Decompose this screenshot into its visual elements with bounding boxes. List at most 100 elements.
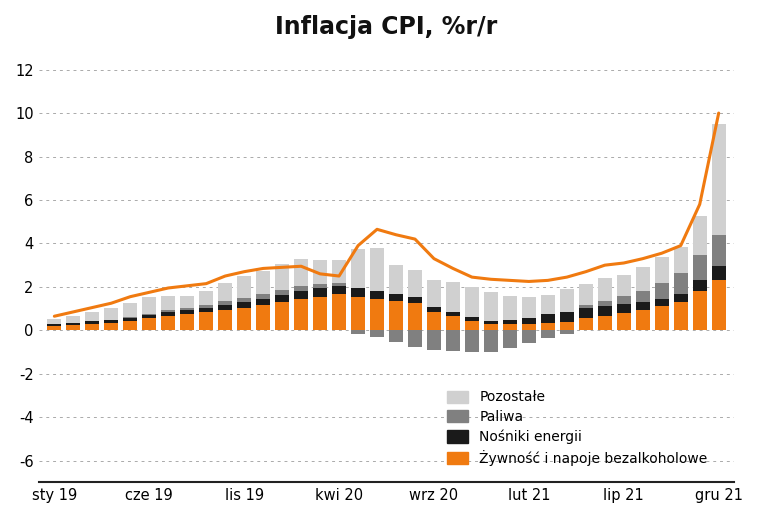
- Bar: [389, 265, 403, 294]
- Bar: [503, 324, 517, 330]
- Bar: [408, 330, 422, 347]
- Bar: [597, 316, 612, 330]
- Bar: [351, 249, 365, 289]
- Bar: [578, 306, 593, 308]
- Bar: [578, 308, 593, 319]
- Bar: [559, 289, 574, 312]
- Bar: [47, 320, 62, 324]
- Legend: Pozostałe, Paliwa, Nośniki energii, Żywność i napoje bezalkoholowe: Pozostałe, Paliwa, Nośniki energii, Żywn…: [442, 385, 713, 471]
- Bar: [294, 299, 309, 330]
- Bar: [616, 313, 631, 330]
- Bar: [484, 292, 498, 321]
- Bar: [711, 266, 726, 280]
- Bar: [370, 248, 384, 291]
- Bar: [142, 319, 157, 330]
- Bar: [541, 295, 555, 314]
- Bar: [66, 316, 81, 323]
- Bar: [635, 310, 650, 330]
- Bar: [578, 319, 593, 330]
- Bar: [654, 283, 669, 299]
- Bar: [692, 255, 707, 280]
- Bar: [123, 321, 138, 330]
- Bar: [66, 325, 81, 330]
- Bar: [559, 322, 574, 330]
- Bar: [522, 297, 536, 318]
- Bar: [313, 288, 328, 297]
- Bar: [465, 321, 479, 330]
- Bar: [503, 320, 517, 324]
- Bar: [47, 326, 62, 330]
- Bar: [237, 308, 252, 330]
- Bar: [199, 305, 214, 308]
- Bar: [161, 316, 176, 330]
- Bar: [351, 297, 365, 330]
- Bar: [559, 330, 574, 334]
- Bar: [616, 275, 631, 296]
- Bar: [142, 315, 157, 319]
- Bar: [597, 306, 612, 316]
- Bar: [161, 296, 176, 310]
- Bar: [522, 318, 536, 324]
- Bar: [294, 259, 309, 286]
- Bar: [237, 298, 252, 302]
- Bar: [370, 330, 384, 337]
- Bar: [673, 294, 688, 302]
- Bar: [294, 291, 309, 299]
- Bar: [503, 330, 517, 348]
- Bar: [161, 312, 176, 316]
- Bar: [522, 330, 536, 343]
- Bar: [408, 270, 422, 297]
- Bar: [275, 302, 290, 330]
- Bar: [332, 286, 347, 295]
- Bar: [104, 323, 119, 330]
- Bar: [635, 291, 650, 302]
- Bar: [199, 291, 214, 305]
- Bar: [522, 324, 536, 330]
- Bar: [85, 312, 100, 321]
- Bar: [351, 289, 365, 297]
- Bar: [503, 296, 517, 320]
- Bar: [484, 324, 498, 330]
- Bar: [389, 301, 403, 330]
- Bar: [332, 260, 347, 282]
- Bar: [427, 307, 441, 312]
- Bar: [692, 291, 707, 330]
- Bar: [313, 260, 328, 284]
- Bar: [616, 296, 631, 304]
- Bar: [313, 284, 328, 288]
- Bar: [237, 302, 252, 308]
- Bar: [237, 276, 252, 298]
- Bar: [275, 291, 290, 295]
- Bar: [597, 301, 612, 306]
- Bar: [389, 294, 403, 301]
- Bar: [218, 305, 233, 310]
- Bar: [275, 295, 290, 302]
- Bar: [578, 284, 593, 306]
- Bar: [541, 323, 555, 330]
- Bar: [47, 324, 62, 326]
- Bar: [218, 301, 233, 305]
- Bar: [408, 303, 422, 330]
- Bar: [142, 297, 157, 313]
- Bar: [370, 299, 384, 330]
- Bar: [199, 312, 214, 330]
- Bar: [427, 330, 441, 350]
- Bar: [446, 282, 460, 312]
- Bar: [351, 330, 365, 334]
- Bar: [85, 324, 100, 330]
- Bar: [654, 299, 669, 307]
- Bar: [711, 235, 726, 266]
- Bar: [654, 257, 669, 283]
- Bar: [332, 295, 347, 330]
- Bar: [66, 323, 81, 325]
- Title: Inflacja CPI, %r/r: Inflacja CPI, %r/r: [275, 15, 498, 39]
- Bar: [123, 318, 138, 321]
- Bar: [465, 330, 479, 352]
- Bar: [180, 310, 195, 314]
- Bar: [616, 304, 631, 313]
- Bar: [673, 302, 688, 330]
- Bar: [180, 296, 195, 308]
- Bar: [294, 286, 309, 291]
- Bar: [123, 303, 138, 316]
- Bar: [711, 280, 726, 330]
